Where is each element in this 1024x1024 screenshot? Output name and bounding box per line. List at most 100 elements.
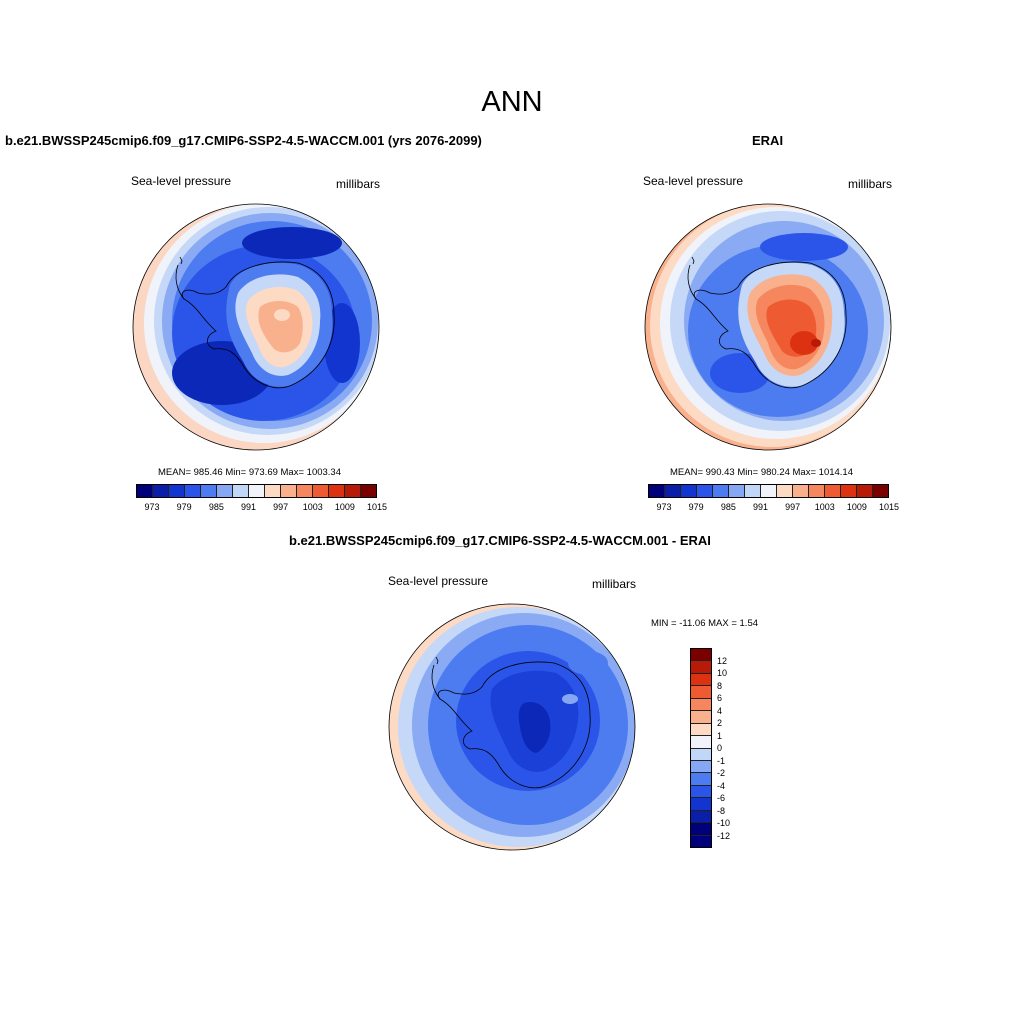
map-low-east (324, 303, 360, 383)
colorbar-swatch (729, 485, 745, 497)
colorbar-swatch (691, 835, 711, 847)
colorbar-swatch (691, 773, 711, 786)
colorbar-tick-label: -6 (717, 793, 726, 803)
map-continent-high (258, 301, 303, 353)
colorbar-swatch (697, 485, 713, 497)
colorbar-swatch (873, 485, 888, 497)
colorbar-swatch (649, 485, 665, 497)
colorbar-tick-label: -10 (717, 818, 731, 828)
colorbar-tick-label: 985 (720, 502, 736, 512)
colorbar-swatch (201, 485, 217, 497)
colorbar-tick-label: -12 (717, 830, 731, 841)
colorbar-tick-label: 1009 (846, 502, 867, 512)
obs-colorbar (648, 484, 889, 498)
obs-units-label: millibars (848, 177, 893, 191)
colorbar-swatch (745, 485, 761, 497)
colorbar-swatch (691, 785, 711, 799)
colorbar-swatch (857, 485, 873, 497)
map-coastline (181, 261, 335, 389)
colorbar-swatch (713, 485, 729, 497)
diff-polar-map (388, 603, 636, 851)
colorbar-swatch (361, 485, 376, 497)
colorbar-swatch (841, 485, 857, 497)
colorbar-tick-label: 8 (717, 680, 723, 691)
colorbar-swatch (793, 485, 809, 497)
diff-minmax: MIN = -11.06 MAX = 1.54 (651, 618, 759, 629)
colorbar-swatch (691, 810, 711, 824)
model-polar-map (132, 203, 380, 451)
diff-units-label: millibars (592, 577, 637, 591)
colorbar-tick-label: 997 (785, 502, 801, 512)
model-stats: MEAN= 985.46 Min= 973.69 Max= 1003.34 (158, 467, 341, 478)
colorbar-tick-label: -8 (717, 805, 726, 816)
colorbar-swatch (329, 485, 345, 497)
colorbar-swatch (681, 485, 697, 497)
model-variable-label: Sea-level pressure (131, 174, 232, 188)
diff-colorbar-ticks: 12 10 8 6 4 2 1 0 -1 -2 -4 -6 -8 -10 -12 (717, 648, 757, 848)
obs-polar-map (644, 203, 892, 451)
map-border (132, 203, 380, 451)
diff-colorbar (690, 648, 712, 848)
colorbar-swatch (691, 686, 711, 699)
obs-colorbar-ticks: 973 979 985 991 997 1003 1009 1015 (648, 502, 899, 514)
colorbar-swatch (691, 698, 711, 712)
colorbar-tick-label: -2 (717, 768, 726, 778)
colorbar-tick-label: 979 (688, 502, 704, 512)
colorbar-tick-label: 1015 (878, 502, 900, 512)
obs-variable-label: Sea-level pressure (643, 174, 744, 188)
colorbar-swatch (313, 485, 329, 497)
colorbar-swatch (233, 485, 249, 497)
colorbar-tick-label: 1 (717, 730, 723, 741)
colorbar-tick-label: 1003 (814, 502, 835, 512)
colorbar-swatch (691, 748, 711, 761)
colorbar-swatch (691, 711, 711, 724)
colorbar-swatch (137, 485, 153, 497)
model-panel-title: b.e21.BWSSP245cmip6.f09_g17.CMIP6-SSP2-4… (5, 133, 482, 148)
obs-stats: MEAN= 990.43 Min= 980.24 Max= 1014.14 (670, 467, 853, 478)
colorbar-swatch (153, 485, 169, 497)
colorbar-tick-label: 1009 (334, 502, 355, 512)
colorbar-swatch (249, 485, 265, 497)
colorbar-tick-label: 10 (717, 668, 728, 678)
colorbar-tick-label: 1015 (366, 502, 388, 512)
colorbar-tick-label: -1 (717, 755, 726, 766)
map-plateau-spot (274, 309, 290, 321)
colorbar-tick-label: 991 (752, 502, 768, 512)
colorbar-swatch (217, 485, 233, 497)
colorbar-swatch (691, 649, 711, 662)
colorbar-tick-label: 979 (176, 502, 192, 512)
colorbar-tick-label: 997 (273, 502, 289, 512)
obs-panel-title: ERAI (752, 133, 784, 148)
colorbar-swatch (265, 485, 281, 497)
colorbar-tick-label: 6 (717, 693, 723, 703)
colorbar-tick-label: 991 (240, 502, 256, 512)
colorbar-tick-label: 973 (144, 502, 160, 512)
colorbar-swatch (777, 485, 793, 497)
colorbar-swatch (691, 661, 711, 674)
diff-panel-title: b.e21.BWSSP245cmip6.f09_g17.CMIP6-SSP2-4… (289, 533, 711, 548)
colorbar-swatch (281, 485, 297, 497)
colorbar-tick-label: 0 (717, 743, 723, 753)
colorbar-swatch (297, 485, 313, 497)
colorbar-swatch (665, 485, 681, 497)
colorbar-tick-label: 1003 (302, 502, 323, 512)
colorbar-swatch (809, 485, 825, 497)
colorbar-swatch (691, 760, 711, 774)
colorbar-swatch (345, 485, 361, 497)
colorbar-swatch (169, 485, 185, 497)
colorbar-tick-label: 12 (717, 655, 728, 666)
colorbar-tick-label: 973 (656, 502, 672, 512)
model-colorbar-ticks: 973 979 985 991 997 1003 1009 1015 (136, 502, 387, 514)
colorbar-swatch (691, 736, 711, 749)
colorbar-swatch (761, 485, 777, 497)
colorbar-tick-label: -4 (717, 780, 726, 791)
colorbar-swatch (691, 798, 711, 811)
colorbar-swatch (691, 823, 711, 836)
colorbar-swatch (825, 485, 841, 497)
colorbar-swatch (691, 673, 711, 687)
colorbar-tick-label: 2 (717, 718, 723, 728)
colorbar-tick-label: 4 (717, 705, 723, 716)
colorbar-swatch (691, 723, 711, 737)
colorbar-tick-label: 985 (208, 502, 224, 512)
diff-variable-label: Sea-level pressure (388, 574, 489, 588)
